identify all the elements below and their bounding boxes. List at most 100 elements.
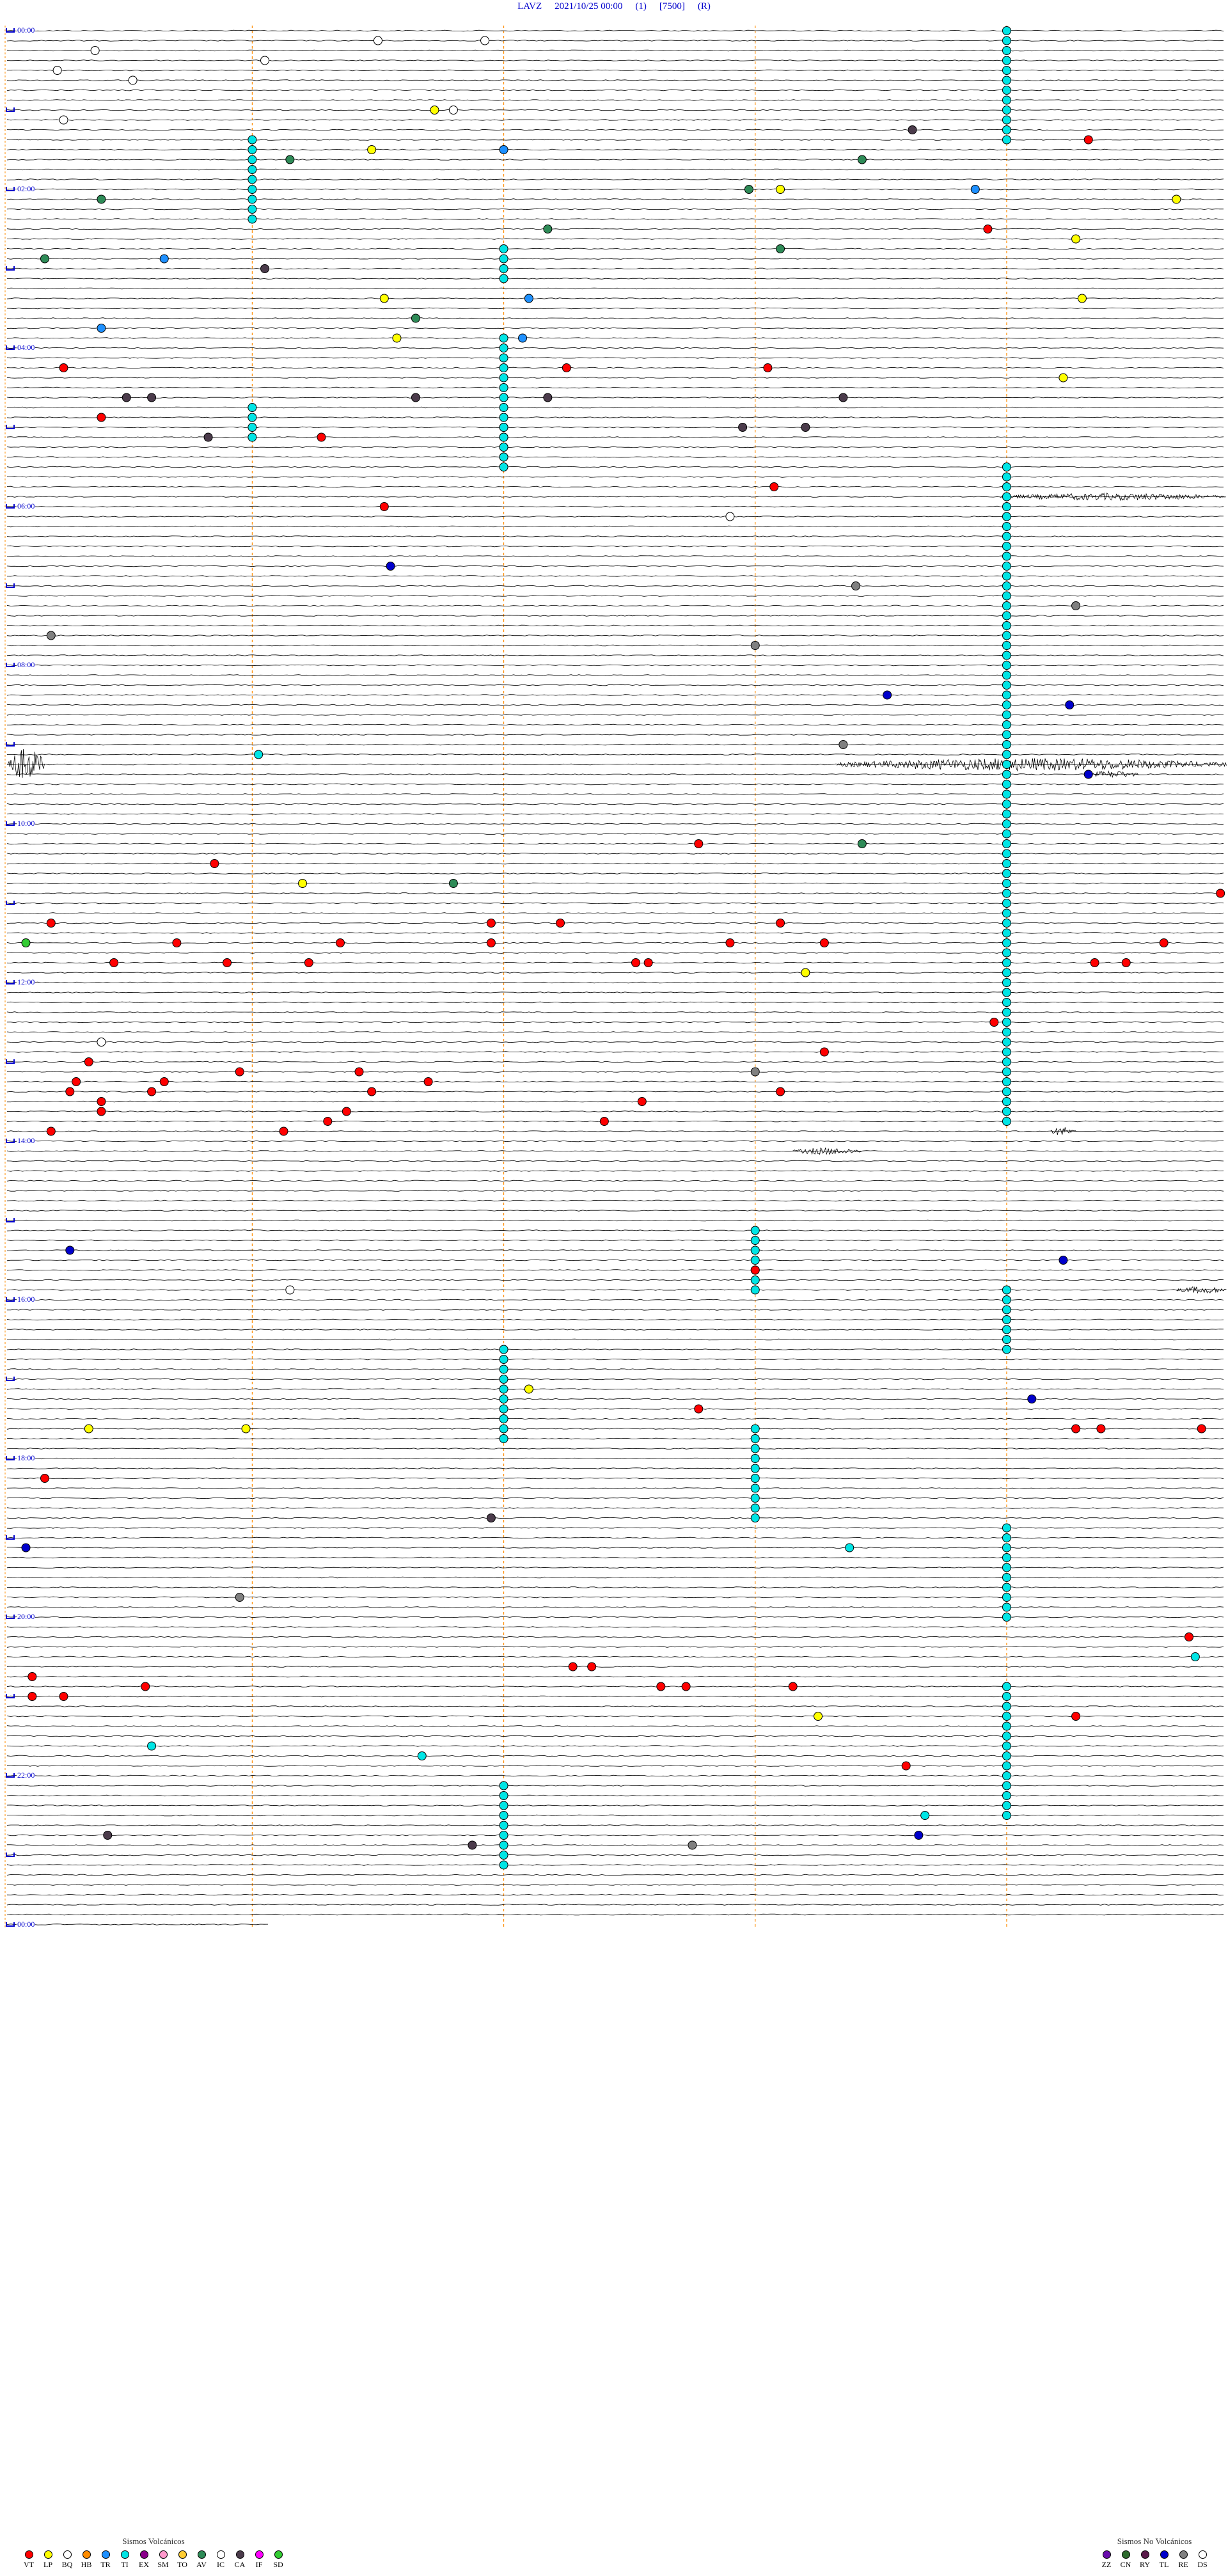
event-marker-ca[interactable] xyxy=(486,1513,496,1522)
event-marker-ti[interactable] xyxy=(1002,740,1011,749)
event-marker-ti[interactable] xyxy=(1002,948,1011,958)
event-marker-ti[interactable] xyxy=(147,1741,157,1751)
event-marker-ti[interactable] xyxy=(1002,1593,1011,1602)
event-marker-ti[interactable] xyxy=(499,363,508,372)
event-marker-ti[interactable] xyxy=(1002,1077,1011,1086)
event-marker-ti[interactable] xyxy=(1002,46,1011,55)
event-marker-vt[interactable] xyxy=(763,363,773,372)
event-marker-ti[interactable] xyxy=(750,1474,760,1483)
event-marker-av[interactable] xyxy=(776,244,785,253)
event-marker-ti[interactable] xyxy=(248,165,257,174)
event-marker-vt[interactable] xyxy=(172,938,182,947)
event-marker-ti[interactable] xyxy=(499,1434,508,1443)
event-marker-ti[interactable] xyxy=(1002,1791,1011,1800)
event-marker-ca[interactable] xyxy=(838,393,848,402)
event-marker-ti[interactable] xyxy=(1002,1741,1011,1751)
event-marker-lp[interactable] xyxy=(776,185,785,194)
event-marker-ti[interactable] xyxy=(248,205,257,214)
event-marker-ti[interactable] xyxy=(1002,1692,1011,1701)
event-marker-ti[interactable] xyxy=(1002,135,1011,145)
event-marker-tr[interactable] xyxy=(518,333,528,343)
event-marker-ti[interactable] xyxy=(1002,928,1011,938)
event-marker-ti[interactable] xyxy=(1002,720,1011,729)
event-marker-ti[interactable] xyxy=(499,344,508,352)
event-marker-ti[interactable] xyxy=(1002,581,1011,590)
event-marker-lp[interactable] xyxy=(1077,294,1087,303)
event-marker-ti[interactable] xyxy=(1002,978,1011,987)
event-marker-ti[interactable] xyxy=(1002,889,1011,898)
event-marker-re[interactable] xyxy=(688,1840,697,1850)
event-marker-tl[interactable] xyxy=(1027,1395,1037,1403)
event-marker-ca[interactable] xyxy=(801,423,810,432)
event-marker-ca[interactable] xyxy=(908,125,917,134)
event-marker-ti[interactable] xyxy=(1002,1335,1011,1344)
event-marker-ti[interactable] xyxy=(1002,730,1011,739)
event-marker-vt[interactable] xyxy=(59,363,68,372)
event-marker-ti[interactable] xyxy=(499,1821,508,1830)
event-marker-ti[interactable] xyxy=(499,1395,508,1403)
event-marker-ti[interactable] xyxy=(499,1811,508,1820)
event-marker-vt[interactable] xyxy=(819,938,829,947)
event-marker-tl[interactable] xyxy=(883,690,892,700)
event-marker-ti[interactable] xyxy=(1002,36,1011,45)
event-marker-vt[interactable] xyxy=(681,1682,691,1691)
event-marker-ti[interactable] xyxy=(1002,681,1011,690)
event-marker-ti[interactable] xyxy=(1190,1652,1200,1661)
event-marker-re[interactable] xyxy=(46,631,56,640)
event-marker-ti[interactable] xyxy=(845,1543,854,1553)
event-marker-ti[interactable] xyxy=(248,175,257,184)
event-marker-vt[interactable] xyxy=(776,919,785,928)
event-marker-ti[interactable] xyxy=(248,145,257,154)
event-marker-vt[interactable] xyxy=(769,482,779,491)
event-marker-ti[interactable] xyxy=(1002,908,1011,918)
event-marker-lp[interactable] xyxy=(1071,234,1081,244)
event-marker-ti[interactable] xyxy=(1002,601,1011,610)
event-marker-ti[interactable] xyxy=(1002,859,1011,868)
event-marker-ti[interactable] xyxy=(1002,66,1011,75)
event-marker-ti[interactable] xyxy=(1002,56,1011,65)
event-marker-ti[interactable] xyxy=(499,274,508,283)
event-marker-ti[interactable] xyxy=(499,413,508,422)
event-marker-ti[interactable] xyxy=(499,254,508,264)
event-marker-ti[interactable] xyxy=(248,413,257,422)
event-marker-vt[interactable] xyxy=(1121,958,1131,967)
event-marker-ti[interactable] xyxy=(1002,899,1011,908)
event-marker-vt[interactable] xyxy=(379,502,389,511)
event-marker-vt[interactable] xyxy=(694,839,704,848)
event-marker-ti[interactable] xyxy=(499,1860,508,1870)
event-marker-bq[interactable] xyxy=(373,36,382,45)
event-marker-ti[interactable] xyxy=(1002,958,1011,967)
event-marker-ti[interactable] xyxy=(1002,809,1011,819)
event-marker-ti[interactable] xyxy=(1002,1285,1011,1295)
event-marker-ti[interactable] xyxy=(750,1276,760,1284)
event-marker-ti[interactable] xyxy=(1002,819,1011,828)
event-marker-ti[interactable] xyxy=(1002,611,1011,620)
event-marker-vt[interactable] xyxy=(342,1107,351,1116)
event-marker-lp[interactable] xyxy=(379,294,389,303)
event-marker-ti[interactable] xyxy=(1002,1553,1011,1562)
event-marker-ti[interactable] xyxy=(499,1801,508,1810)
event-marker-bq[interactable] xyxy=(285,1285,295,1295)
event-marker-ca[interactable] xyxy=(103,1831,113,1840)
event-marker-vt[interactable] xyxy=(637,1097,647,1106)
event-marker-ti[interactable] xyxy=(499,1840,508,1850)
event-marker-vt[interactable] xyxy=(84,1057,93,1066)
event-marker-vt[interactable] xyxy=(335,938,345,947)
event-marker-lp[interactable] xyxy=(801,968,810,977)
event-marker-ti[interactable] xyxy=(1002,571,1011,581)
event-marker-ti[interactable] xyxy=(750,1513,760,1522)
event-marker-ti[interactable] xyxy=(1002,661,1011,670)
event-marker-ti[interactable] xyxy=(750,1464,760,1473)
event-marker-vt[interactable] xyxy=(28,1672,37,1681)
event-marker-vt[interactable] xyxy=(725,938,735,947)
event-marker-re[interactable] xyxy=(851,581,861,590)
event-marker-ti[interactable] xyxy=(1002,998,1011,1007)
event-marker-vt[interactable] xyxy=(367,1087,377,1096)
event-marker-ti[interactable] xyxy=(1002,1047,1011,1057)
event-marker-ti[interactable] xyxy=(499,264,508,273)
event-marker-ti[interactable] xyxy=(248,432,257,442)
event-marker-ti[interactable] xyxy=(1002,1702,1011,1711)
event-marker-ti[interactable] xyxy=(1002,621,1011,630)
event-marker-ti[interactable] xyxy=(1002,1067,1011,1077)
event-marker-ti[interactable] xyxy=(499,432,508,442)
